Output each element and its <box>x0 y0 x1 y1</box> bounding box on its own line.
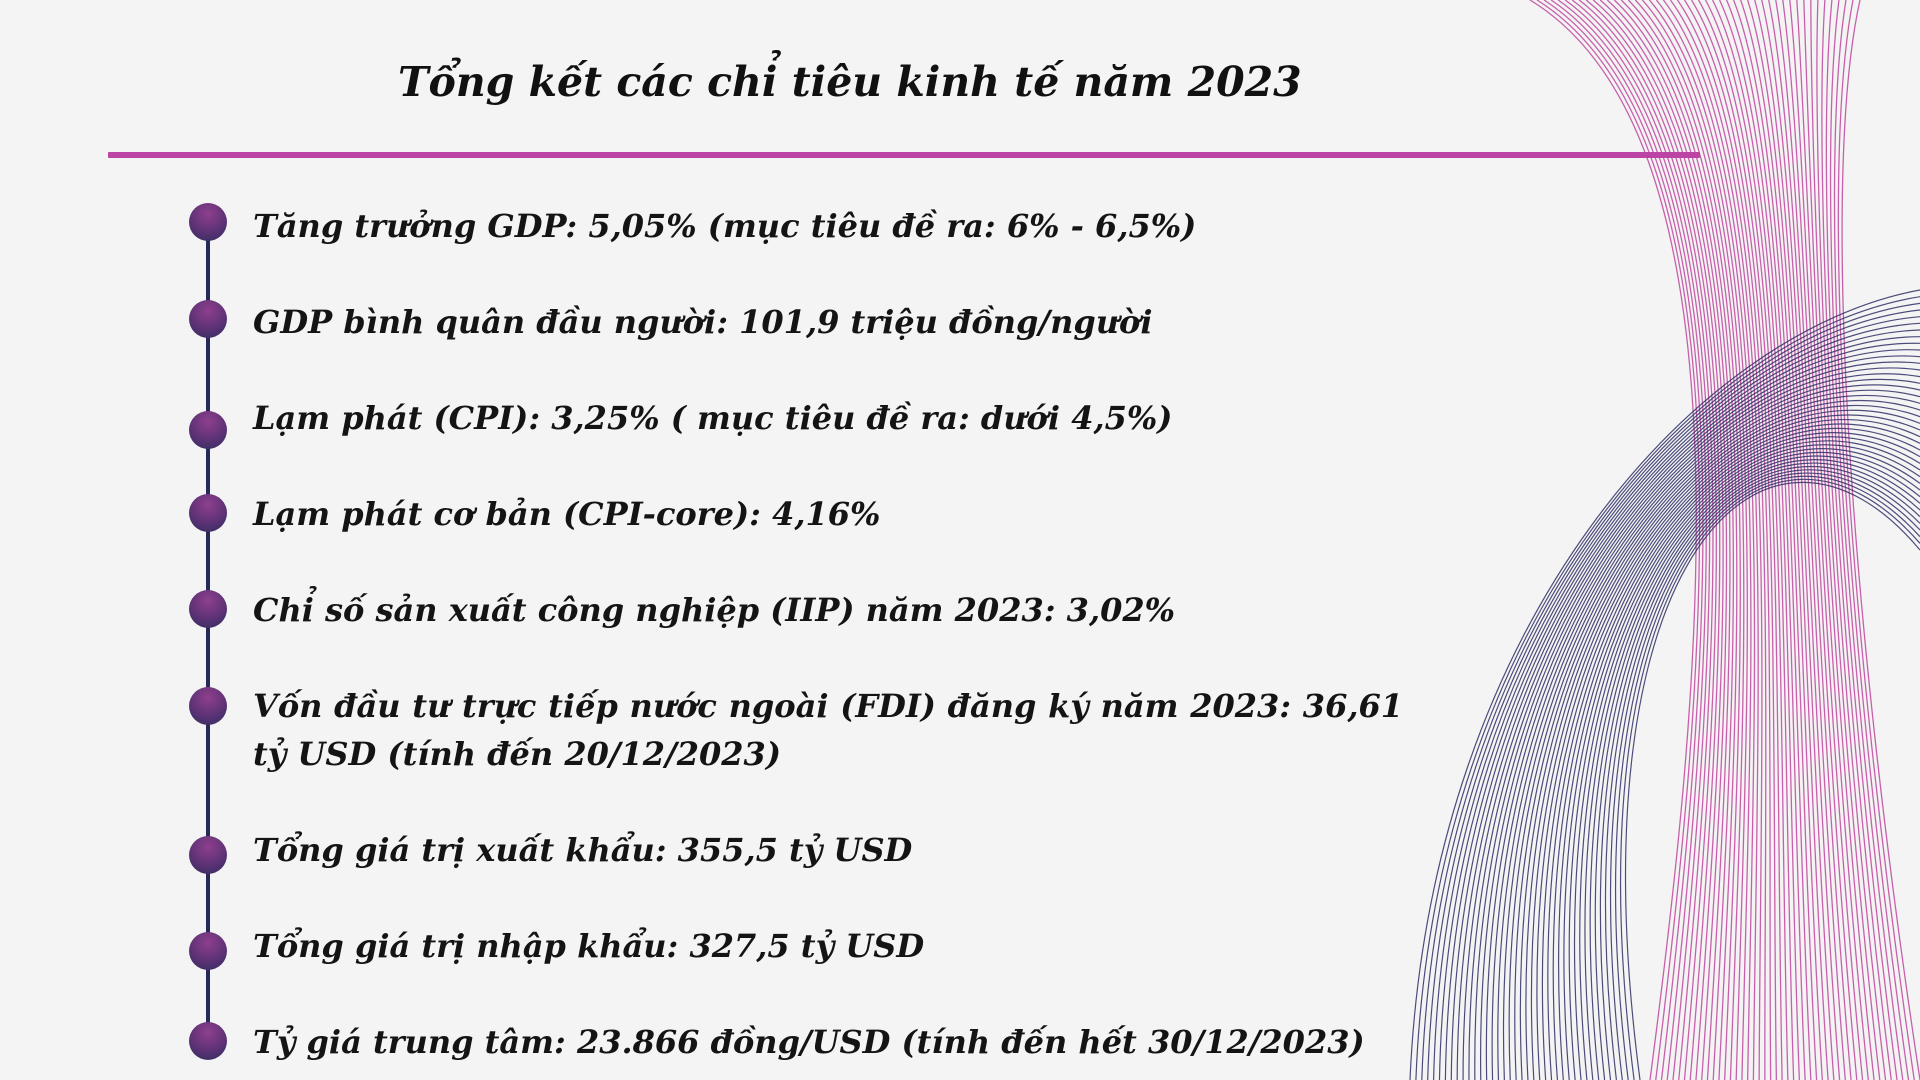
list-item-gdp-per-capita: GDP bình quân đầu người: 101,9 triệu đồn… <box>253 303 1153 341</box>
timeline-bullet <box>189 836 227 874</box>
timeline-bullet <box>189 932 227 970</box>
page-title: Tổng kết các chỉ tiêu kinh tế năm 2023 <box>398 58 1302 106</box>
timeline-bullet <box>189 1022 227 1060</box>
list-item-core-cpi: Lạm phát cơ bản (CPI-core): 4,16% <box>253 495 881 533</box>
timeline-bullet <box>189 687 227 725</box>
timeline-bullet <box>189 300 227 338</box>
timeline-bullet <box>189 203 227 241</box>
timeline-line <box>206 224 210 1044</box>
list-item-imports: Tổng giá trị nhập khẩu: 327,5 tỷ USD <box>253 927 925 965</box>
title-divider <box>108 152 1700 158</box>
timeline-bullet <box>189 494 227 532</box>
list-item-exchange-rate: Tỷ giá trung tâm: 23.866 đồng/USD (tính … <box>253 1023 1365 1061</box>
list-item-fdi: Vốn đầu tư trực tiếp nước ngoài (FDI) đă… <box>253 687 1403 773</box>
timeline-bullet <box>189 411 227 449</box>
list-item-exports: Tổng giá trị xuất khẩu: 355,5 tỷ USD <box>253 831 913 869</box>
list-item-iip: Chỉ số sản xuất công nghiệp (IIP) năm 20… <box>253 591 1176 629</box>
list-item-gdp-growth: Tăng trưởng GDP: 5,05% (mục tiêu đề ra: … <box>253 207 1197 245</box>
timeline-bullet <box>189 590 227 628</box>
list-item-cpi: Lạm phát (CPI): 3,25% ( mục tiêu đề ra: … <box>253 399 1173 437</box>
